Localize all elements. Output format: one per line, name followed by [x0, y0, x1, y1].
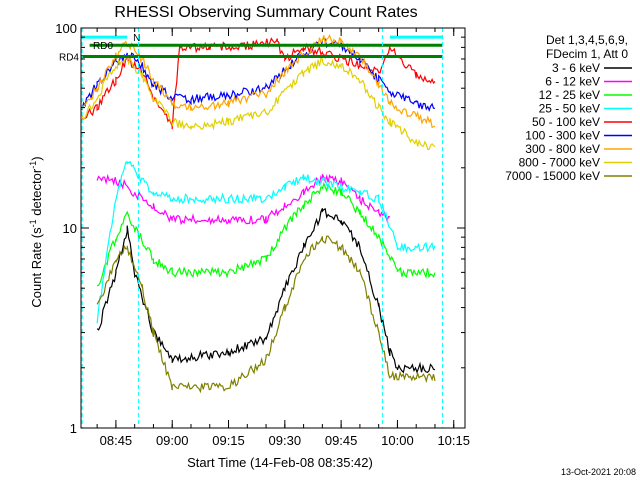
chart-title: RHESSI Observing Summary Count Rates	[114, 4, 417, 21]
x-tick-label-3: 09:30	[269, 433, 302, 448]
footer-date: 13-Oct-2021 20:08	[561, 467, 636, 477]
series-line-6	[81, 34, 436, 129]
x-tick-label-0: 08:45	[100, 433, 133, 448]
y-axis: 1 10 100	[55, 21, 465, 436]
legend-label-1: 6 - 12 keV	[545, 75, 600, 89]
x-tick-label-4: 09:45	[325, 433, 358, 448]
y-tick-label-1: 10	[63, 221, 77, 236]
legend-label-2: 12 - 25 keV	[539, 88, 600, 102]
x-axis-label: Start Time (14-Feb-08 08:35:42)	[187, 455, 373, 470]
legend-header-line-2: FDecim 1, Att 0	[546, 47, 628, 61]
x-tick-label-2: 09:15	[212, 433, 245, 448]
x-tick-label-1: 09:00	[156, 433, 189, 448]
legend-label-7: 800 - 7000 keV	[519, 156, 600, 170]
series-line-3	[96, 160, 436, 324]
state-bar-label-0: N	[133, 33, 140, 44]
x-tick-label-5: 10:00	[381, 433, 414, 448]
legend-label-3: 25 - 50 keV	[539, 102, 600, 116]
legend-header-line-1: Det 1,3,4,5,6,9,	[546, 33, 628, 47]
legend-label-6: 300 - 800 keV	[525, 142, 600, 156]
series-line-0	[96, 208, 436, 374]
series-line-2	[96, 181, 436, 287]
series-line-1	[96, 173, 391, 226]
series-line-8	[96, 235, 436, 394]
legend-label-8: 7000 - 15000 keV	[505, 169, 600, 183]
y-axis-label: Count Rate (s-1 detector-1)	[28, 156, 44, 307]
x-tick-label-6: 10:15	[437, 433, 470, 448]
x-axis: 08:45 09:00 09:15 09:30 09:45 10:00 10:15	[96, 28, 470, 448]
series-line-7	[81, 56, 436, 151]
y-tick-label-0: 1	[70, 421, 77, 436]
legend-label-5: 100 - 300 keV	[525, 129, 600, 143]
legend-label-4: 50 - 100 keV	[532, 115, 600, 129]
state-bar-label-3: RD4	[59, 53, 79, 64]
y-tick-label-2: 100	[55, 21, 77, 36]
state-bar-label-2: RD0	[93, 41, 113, 52]
legend-label-0: 3 - 6 keV	[552, 61, 600, 75]
